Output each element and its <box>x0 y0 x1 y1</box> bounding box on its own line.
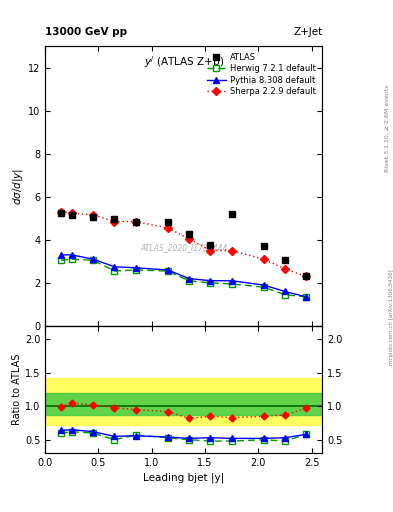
Text: mcplots.cern.ch [arXiv:1306.3436]: mcplots.cern.ch [arXiv:1306.3436] <box>389 270 393 365</box>
Text: Rivet 3.1.10, ≥ 2.6M events: Rivet 3.1.10, ≥ 2.6M events <box>385 84 389 172</box>
Bar <box>45 378 322 425</box>
Y-axis label: Ratio to ATLAS: Ratio to ATLAS <box>12 354 22 425</box>
Y-axis label: $d\sigma/d|y|$: $d\sigma/d|y|$ <box>11 167 25 205</box>
Text: 13000 GeV pp: 13000 GeV pp <box>45 27 127 37</box>
Bar <box>45 393 322 415</box>
X-axis label: Leading bjet |y|: Leading bjet |y| <box>143 472 224 483</box>
Text: $y^{j}$ (ATLAS Z+b): $y^{j}$ (ATLAS Z+b) <box>143 54 224 70</box>
Legend: ATLAS, Herwig 7.2.1 default, Pythia 8.308 default, Sherpa 2.2.9 default: ATLAS, Herwig 7.2.1 default, Pythia 8.30… <box>205 50 318 99</box>
Text: Z+Jet: Z+Jet <box>293 27 322 37</box>
Text: ATLAS_2020_I1788444: ATLAS_2020_I1788444 <box>140 243 228 252</box>
